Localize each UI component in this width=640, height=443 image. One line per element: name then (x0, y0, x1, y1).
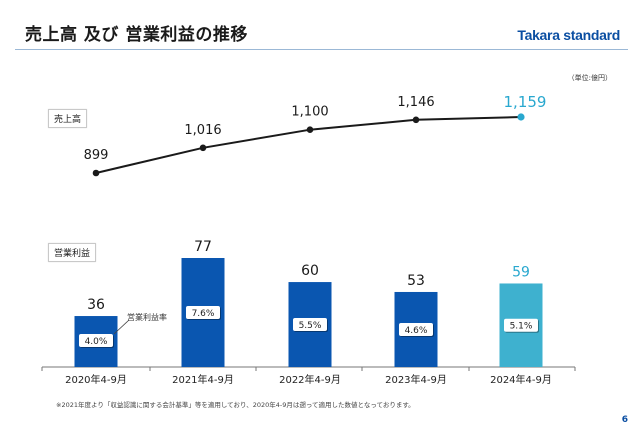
margin-value-label: 4.6% (405, 326, 428, 336)
footnote: ※2021年度より「収益認識に関する会計基準」等を適用しており、2020年4-9… (56, 401, 415, 409)
sales-value-label: 1,146 (397, 95, 434, 110)
profit-value-label: 59 (512, 264, 530, 280)
profit-value-label: 77 (194, 239, 212, 255)
profit-value-label: 36 (87, 297, 105, 313)
x-axis-category-label: 2024年4-9月 (490, 373, 552, 386)
x-axis-category-label: 2021年4-9月 (172, 373, 234, 386)
margin-badge (79, 334, 113, 347)
profit-value-label: 60 (301, 263, 319, 279)
margin-value-label: 7.6% (192, 309, 215, 319)
sales-value-label: 1,100 (291, 105, 328, 120)
margin-value-label: 5.1% (510, 322, 533, 332)
page-title: 売上高 及び 営業利益の推移 (25, 25, 248, 45)
sales-point (199, 144, 207, 152)
x-axis-category-label: 2020年4-9月 (65, 373, 127, 386)
x-axis-category-label: 2022年4-9月 (279, 373, 341, 386)
margin-badge (504, 318, 538, 332)
margin-badge (293, 318, 327, 332)
unit-label: （単位:億円） (567, 74, 612, 82)
margin-badge (399, 322, 433, 336)
sales-point (306, 126, 314, 134)
sales-section-label: 売上高 (48, 109, 88, 128)
sales-value-label: 899 (84, 148, 109, 163)
sales-line (95, 116, 522, 174)
sales-point (412, 116, 420, 124)
margin-callout-label: 営業利益率 (127, 312, 167, 322)
page-number: 6 (621, 415, 628, 425)
margin-value-label: 4.0% (85, 337, 108, 347)
operating-profit-section-label: 営業利益 (48, 243, 97, 262)
profit-value-label: 53 (407, 273, 425, 289)
margin-value-label: 5.5% (299, 321, 322, 331)
sales-point (517, 113, 525, 121)
header-divider (15, 49, 628, 50)
company-logo: Takara standard (517, 27, 620, 43)
sales-value-label: 1,016 (184, 123, 221, 138)
x-axis-category-label: 2023年4-9月 (385, 373, 447, 386)
margin-callout-line (113, 319, 130, 335)
margin-badge (186, 306, 220, 319)
sales-point (92, 169, 100, 177)
sales-value-label: 1,159 (504, 93, 547, 111)
